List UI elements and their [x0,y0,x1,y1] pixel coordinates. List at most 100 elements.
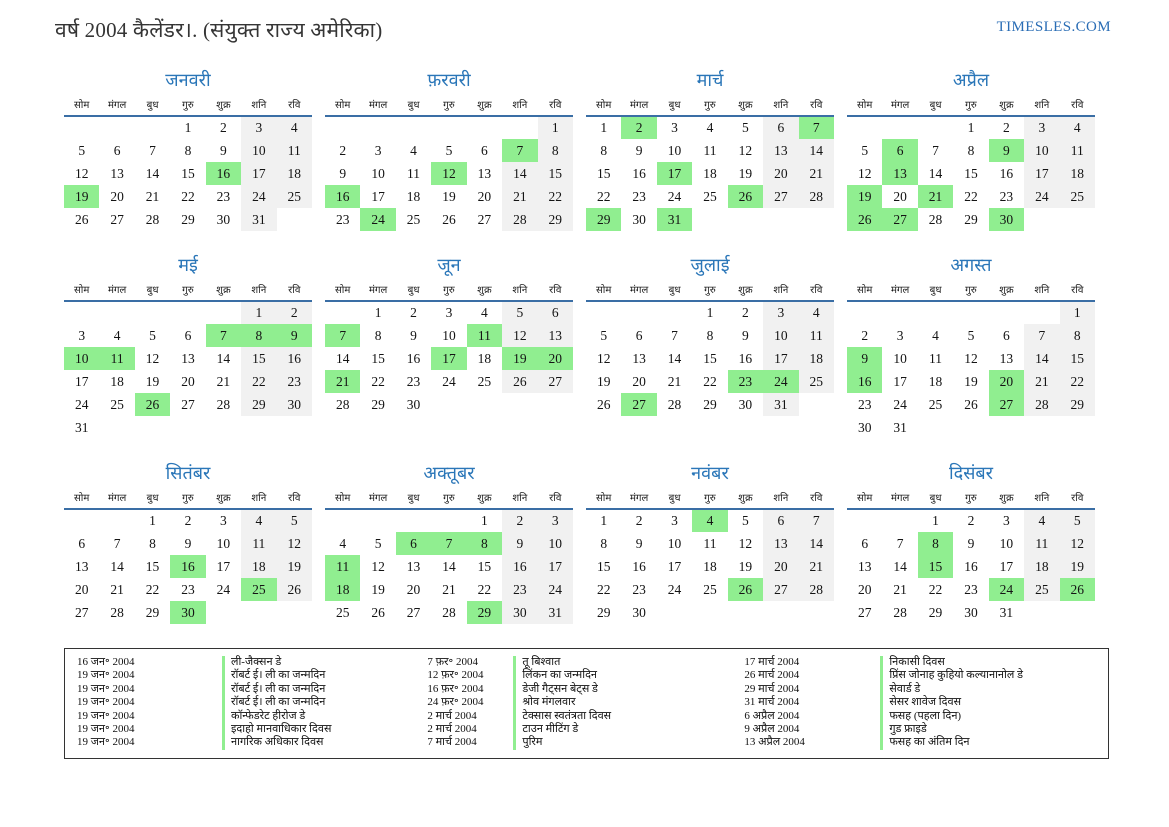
day-cell: 19 [1059,555,1095,578]
day-cell [918,416,953,439]
day-cell: 8 [374,327,382,343]
day-cell: 6 [763,116,799,139]
day-cell: 26 [596,396,611,412]
day-cell: 25 [406,211,421,227]
day-cell: 16 [847,370,883,393]
site-link[interactable]: TIMESLES.COM [996,19,1111,35]
weekday-header: गुरु [170,488,206,510]
day-cell: 1 [706,305,714,320]
legend-holiday-name: फसह का अंतिम दिन [880,736,970,750]
day-cell: 16 [170,555,206,578]
weekday-header: बुध [134,280,171,302]
day-cell: 1 [241,301,277,324]
day-cell [325,509,360,532]
day-cell: 29 [537,208,573,231]
day-cell: 14 [1024,347,1060,370]
day-cell: 11 [929,350,943,366]
day-cell: 10 [64,347,100,370]
weekday-header: बुध [917,280,954,302]
legend-holiday-name: गुड फ्राइडे [880,723,927,737]
day-cell: 5 [502,301,538,324]
day-cell: 2 [635,513,643,528]
legend-entry: 19 जन॰ 2004 नागरिक अधिकार दिवस [77,736,417,750]
weekday-header: गुरु [431,280,467,302]
day-cell: 1 [149,513,156,528]
day-cell [360,509,395,532]
day-cell [206,416,241,439]
day-cell [325,116,360,139]
day-cell: 7 [502,139,538,162]
day-cell: 13 [632,350,646,366]
day-cell: 4 [113,327,121,343]
day-cell [799,393,834,416]
day-cell: 20 [763,162,799,185]
day-cell: 20 [632,373,646,389]
legend-entry: 6 अप्रैल 2004 फसह (पहला दिन) [744,709,1098,724]
day-cell: 3 [374,142,382,158]
legend-holiday-name: रॉबर्ट ई। ली का जन्मदिन [222,682,325,697]
month-block-4: अप्रैल सोम मंगल बुध गुरु शुक्र शनि रवि 1 2 3 4 5 6 7 8 9… [847,70,1095,231]
month-block-9: सितंबर सोम मंगल बुध गुरु शुक्र शनि रवि 1 2 3 4 5 6 7 8 9… [64,463,312,624]
day-cell: 30 [738,396,753,412]
legend-date: 19 जन॰ 2004 [77,723,135,736]
day-cell: 8 [967,142,975,158]
day-cell: 29 [964,211,978,227]
day-cell: 16 [632,165,646,181]
day-cell: 1 [1059,301,1095,324]
day-cell: 12 [738,142,753,158]
weekday-header: शनि [1024,280,1060,302]
day-cell [953,301,988,324]
day-cell: 24 [1024,185,1060,208]
day-cell [692,601,727,624]
day-cell: 26 [1059,578,1095,601]
weekday-header: शुक्र [988,488,1025,510]
day-cell: 27 [477,211,492,227]
day-cell: 27 [181,396,195,412]
day-cell [799,601,834,624]
legend-entry: 19 जन॰ 2004 रॉबर्ट ई। ली का जन्मदिन [77,682,417,697]
day-cell: 2 [742,305,749,320]
day-cell: 28 [335,396,350,412]
legend-date: 29 मार्च 2004 [744,682,800,695]
day-cell: 6 [882,139,918,162]
day-cell: 24 [988,578,1025,601]
day-cell: 14 [502,162,538,185]
day-cell: 29 [703,396,717,412]
legend-entry: 19 जन॰ 2004 रॉबर्ट ई। ली का जन्मदिन [77,669,417,683]
legend-column-2: 7 फ़र॰ 2004 तू बिश्वात 12 फ़र॰ 2004 लिंकन क… [427,656,734,750]
weekday-header: शनि [763,280,799,302]
day-cell: 9 [847,347,883,370]
day-cell: 27 [537,370,573,393]
day-cell: 29 [241,393,277,416]
day-cell [692,208,727,231]
day-cell: 16 [632,558,646,574]
day-cell: 24 [360,208,396,231]
month-title: दिसंबर [948,463,994,483]
day-cell: 14 [442,558,456,574]
day-cell: 27 [110,211,124,227]
day-cell: 21 [798,162,834,185]
weekday-header: रवि [1059,95,1095,117]
legend-holiday-name: तू बिश्वात [513,656,560,670]
day-cell: 8 [149,535,156,551]
day-cell: 4 [798,301,834,324]
day-cell: 20 [477,188,492,204]
day-cell [277,208,312,231]
day-cell: 10 [371,165,385,181]
day-cell: 26 [727,578,764,601]
day-cell: 5 [742,513,749,528]
day-cell: 23 [632,188,646,204]
weekday-header: गुरु [692,95,728,117]
day-cell: 9 [967,535,975,551]
weekday-header: मंगल [621,280,657,302]
day-cell [64,301,99,324]
day-cell: 5 [374,535,382,551]
day-cell: 13 [74,558,89,574]
day-cell [206,301,241,324]
weekday-header: रवि [798,280,834,302]
weekday-header: शनि [502,280,538,302]
day-cell: 9 [988,139,1025,162]
day-cell: 15 [371,350,385,366]
legend-date: 13 अप्रैल 2004 [744,736,805,749]
legend-entry: 19 जन॰ 2004 कॉन्फेडरेट हीरोज डे [77,709,417,724]
